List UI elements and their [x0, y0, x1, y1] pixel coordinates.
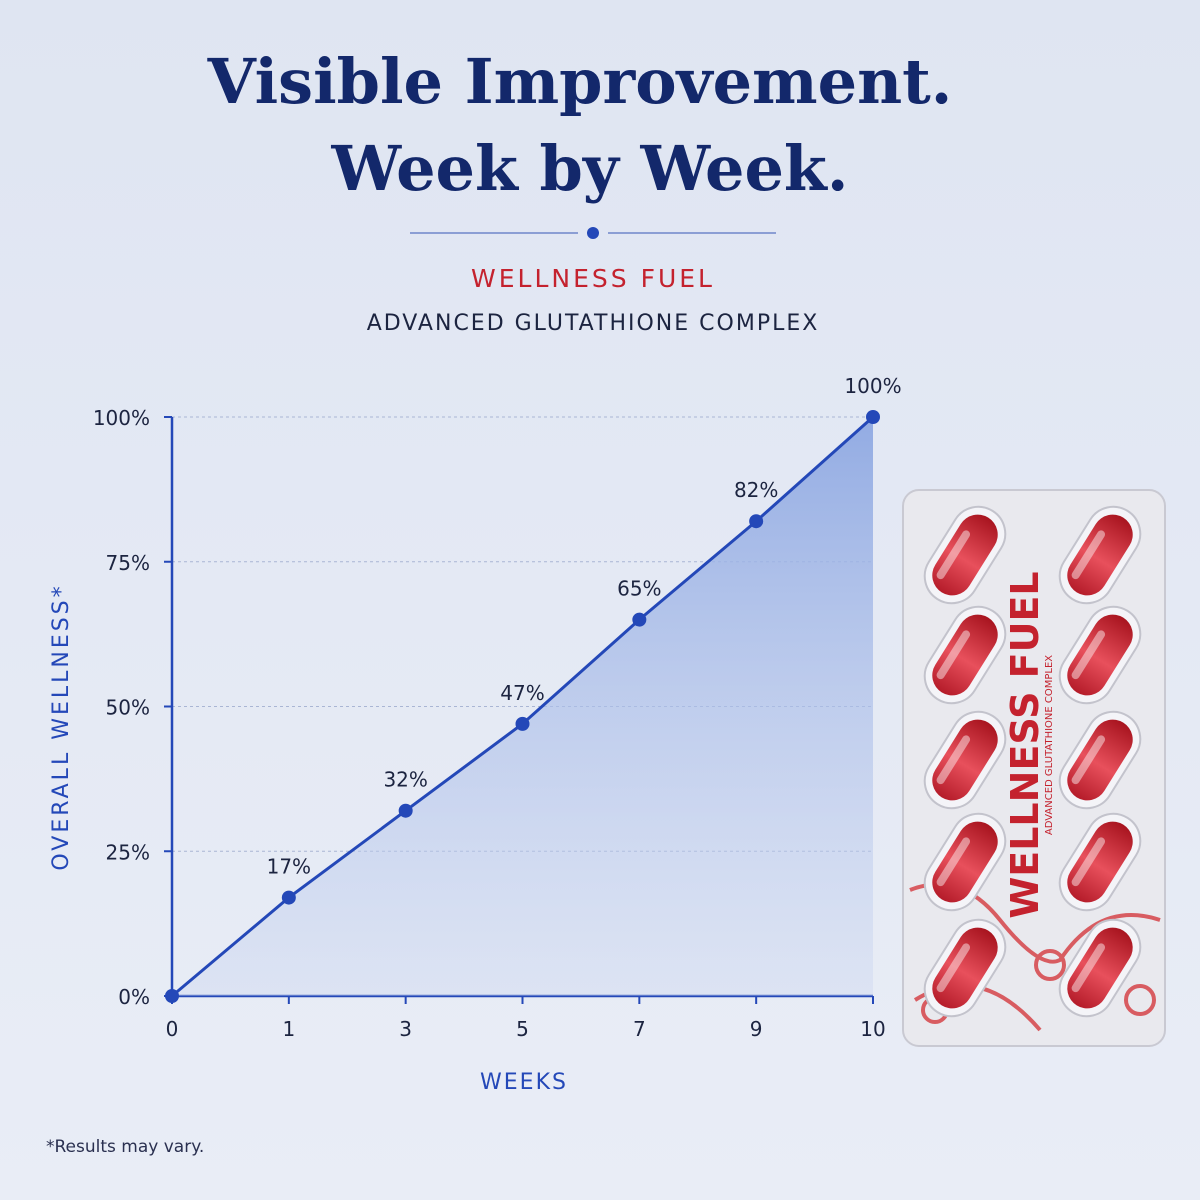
pill: [923, 505, 1007, 605]
title-line: Visible Improvement.: [207, 45, 953, 118]
y-axis-label: OVERALL WELLNESS*: [49, 583, 74, 870]
area: [172, 417, 873, 996]
pill: [1058, 710, 1142, 810]
pill-body: [1067, 719, 1133, 801]
y-tick-label: 0%: [118, 985, 150, 1009]
pill: [1058, 505, 1142, 605]
data-label: 82%: [734, 478, 778, 502]
footnote: *Results may vary.: [46, 1137, 204, 1157]
x-tick-label: 9: [750, 1017, 763, 1041]
pill-shine: [936, 735, 971, 785]
x-tick-label: 5: [516, 1017, 529, 1041]
data-label: 47%: [500, 681, 544, 705]
pill: [1058, 605, 1142, 705]
data-point: [165, 989, 179, 1003]
data-label: 100%: [844, 374, 901, 398]
y-tick-label: 100%: [93, 406, 150, 430]
pill-shine: [936, 630, 971, 680]
pill: [923, 605, 1007, 705]
title-line: Week by Week.: [331, 132, 849, 205]
x-tick-label: 10: [860, 1017, 885, 1041]
pill-body: [932, 514, 998, 596]
data-point: [749, 514, 764, 529]
data-label: 17%: [267, 855, 311, 879]
pill-shine: [936, 837, 971, 887]
pill-shine: [1071, 530, 1106, 580]
y-tick-label: 25%: [106, 840, 150, 864]
pill-shine: [1071, 630, 1106, 680]
y-tick-label: 75%: [106, 551, 150, 575]
pill-shine: [1071, 943, 1106, 993]
x-tick-label: 7: [633, 1017, 646, 1041]
pack-brand: WELLNESS FUEL: [1003, 571, 1047, 918]
blister-pack: WELLNESS FUEL ADVANCED GLUTATHIONE COMPL…: [902, 489, 1166, 1047]
pill-body: [1067, 614, 1133, 696]
data-label: 32%: [383, 768, 427, 792]
pill-shine: [936, 530, 971, 580]
pill-body: [1067, 514, 1133, 596]
pill: [1058, 918, 1142, 1018]
y-tick-label: 50%: [106, 696, 150, 720]
pill-shine: [1071, 837, 1106, 887]
x-tick-label: 1: [282, 1017, 295, 1041]
pill-body: [932, 614, 998, 696]
divider-dot: [587, 227, 599, 239]
subtitle: ADVANCED GLUTATHIONE COMPLEX: [367, 311, 820, 336]
pill-body: [932, 821, 998, 903]
pill-body: [1067, 927, 1133, 1009]
data-point: [515, 716, 530, 731]
pill-shine: [936, 943, 971, 993]
pill-body: [932, 719, 998, 801]
pill: [923, 812, 1007, 912]
data-point: [632, 612, 647, 627]
brand: WELLNESS FUEL: [471, 264, 715, 293]
x-tick-label: 3: [399, 1017, 412, 1041]
data-point: [398, 803, 413, 818]
data-point: [281, 890, 296, 905]
data-label: 65%: [617, 577, 661, 601]
data-point: [866, 410, 880, 424]
pill-body: [1067, 821, 1133, 903]
x-axis-label: WEEKS: [480, 1070, 568, 1095]
x-tick-label: 0: [166, 1017, 179, 1041]
pill-shine: [1071, 735, 1106, 785]
pill: [923, 918, 1007, 1018]
pack-subtitle: ADVANCED GLUTATHIONE COMPLEX: [1044, 655, 1055, 835]
pill-body: [932, 927, 998, 1009]
pill: [923, 710, 1007, 810]
pill: [1058, 812, 1142, 912]
